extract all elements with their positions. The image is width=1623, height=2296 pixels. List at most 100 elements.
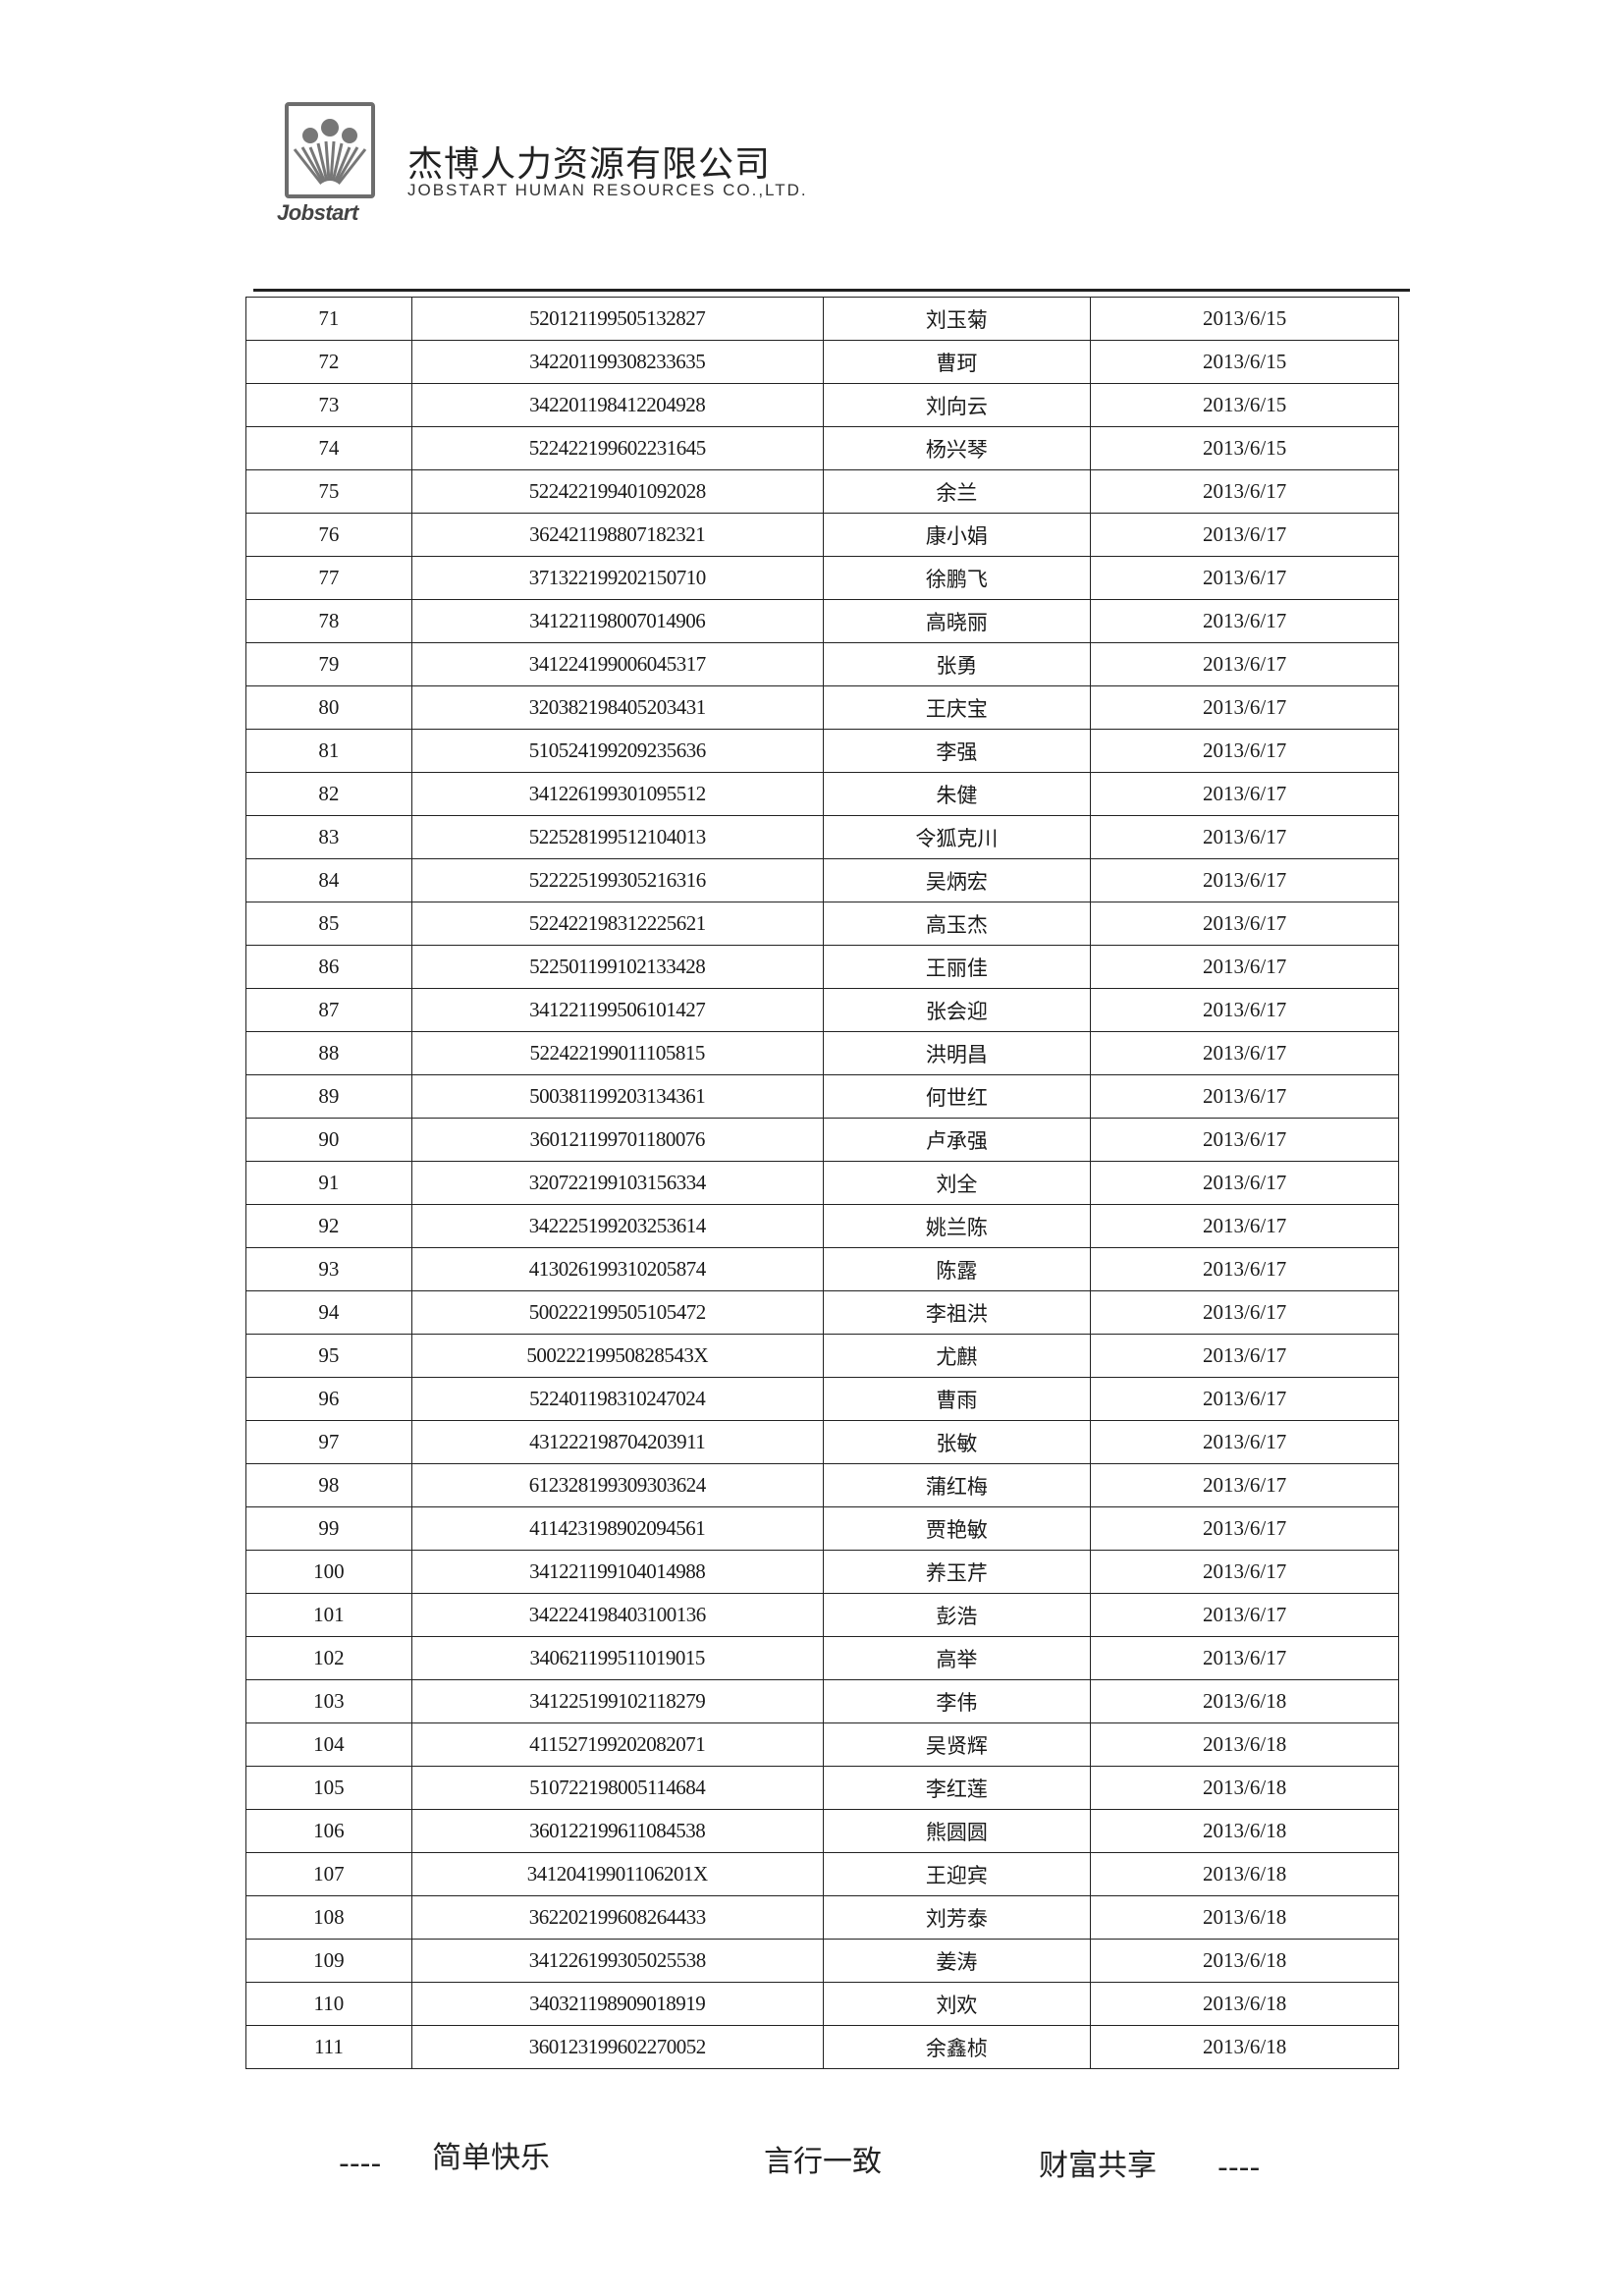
- id-number-cell: 341225199102118279: [410, 1679, 824, 1723]
- footer-dash-left: ----: [339, 2147, 382, 2181]
- table-row: 86 522501199102133428 王丽佳 2013/6/17: [245, 945, 1399, 989]
- row-number-cell: 91: [245, 1161, 412, 1205]
- date-cell: 2013/6/17: [1090, 1334, 1399, 1378]
- person-name-cell: 李强: [822, 729, 1092, 773]
- person-name-cell: 何世红: [822, 1074, 1092, 1119]
- person-name-cell: 康小娟: [822, 513, 1092, 557]
- row-number-cell: 72: [245, 340, 412, 384]
- row-number-cell: 104: [245, 1722, 412, 1767]
- row-number-cell: 89: [245, 1074, 412, 1119]
- date-cell: 2013/6/18: [1090, 2025, 1399, 2069]
- date-cell: 2013/6/15: [1090, 383, 1399, 427]
- date-cell: 2013/6/18: [1090, 1679, 1399, 1723]
- id-number-cell: 522422199602231645: [410, 426, 824, 470]
- date-cell: 2013/6/17: [1090, 1463, 1399, 1507]
- row-number-cell: 71: [245, 297, 412, 341]
- person-name-cell: 卢承强: [822, 1118, 1092, 1162]
- company-logo: Jobstart: [277, 102, 387, 226]
- table-row: 92 342225199203253614 姚兰陈 2013/6/17: [245, 1204, 1399, 1248]
- date-cell: 2013/6/17: [1090, 988, 1399, 1032]
- table-row: 76 362421198807182321 康小娟 2013/6/17: [245, 513, 1399, 557]
- date-cell: 2013/6/17: [1090, 1636, 1399, 1680]
- id-number-cell: 360122199611084538: [410, 1809, 824, 1853]
- row-number-cell: 94: [245, 1290, 412, 1335]
- id-number-cell: 411527199202082071: [410, 1722, 824, 1767]
- person-name-cell: 刘欢: [822, 1982, 1092, 2026]
- table-row: 71 520121199505132827 刘玉菊 2013/6/15: [245, 297, 1399, 341]
- table-row: 106 360122199611084538 熊圆圆 2013/6/18: [245, 1809, 1399, 1853]
- id-number-cell: 371322199202150710: [410, 556, 824, 600]
- person-name-cell: 李伟: [822, 1679, 1092, 1723]
- row-number-cell: 92: [245, 1204, 412, 1248]
- person-name-cell: 李红莲: [822, 1766, 1092, 1810]
- row-number-cell: 78: [245, 599, 412, 643]
- row-number-cell: 103: [245, 1679, 412, 1723]
- person-name-cell: 余兰: [822, 469, 1092, 514]
- date-cell: 2013/6/17: [1090, 1593, 1399, 1637]
- date-cell: 2013/6/17: [1090, 556, 1399, 600]
- person-name-cell: 曹雨: [822, 1377, 1092, 1421]
- id-number-cell: 341226199301095512: [410, 772, 824, 816]
- person-name-cell: 彭浩: [822, 1593, 1092, 1637]
- person-name-cell: 蒲红梅: [822, 1463, 1092, 1507]
- row-number-cell: 96: [245, 1377, 412, 1421]
- row-number-cell: 79: [245, 642, 412, 686]
- person-name-cell: 杨兴琴: [822, 426, 1092, 470]
- date-cell: 2013/6/18: [1090, 1809, 1399, 1853]
- id-number-cell: 360121199701180076: [410, 1118, 824, 1162]
- footer-motto-2: 言行一致: [764, 2145, 882, 2179]
- id-number-cell: 341221198007014906: [410, 599, 824, 643]
- row-number-cell: 99: [245, 1506, 412, 1551]
- id-number-cell: 522401198310247024: [410, 1377, 824, 1421]
- row-number-cell: 81: [245, 729, 412, 773]
- table-row: 99 411423198902094561 贾艳敏 2013/6/17: [245, 1506, 1399, 1551]
- date-cell: 2013/6/18: [1090, 1722, 1399, 1767]
- row-number-cell: 87: [245, 988, 412, 1032]
- date-cell: 2013/6/17: [1090, 1074, 1399, 1119]
- table-row: 109 341226199305025538 姜涛 2013/6/18: [245, 1939, 1399, 1983]
- date-cell: 2013/6/17: [1090, 815, 1399, 859]
- row-number-cell: 98: [245, 1463, 412, 1507]
- row-number-cell: 76: [245, 513, 412, 557]
- row-number-cell: 106: [245, 1809, 412, 1853]
- row-number-cell: 105: [245, 1766, 412, 1810]
- date-cell: 2013/6/18: [1090, 1766, 1399, 1810]
- person-name-cell: 李祖洪: [822, 1290, 1092, 1335]
- date-cell: 2013/6/17: [1090, 685, 1399, 730]
- date-cell: 2013/6/18: [1090, 1939, 1399, 1983]
- table-row: 98 612328199309303624 蒲红梅 2013/6/17: [245, 1463, 1399, 1507]
- date-cell: 2013/6/17: [1090, 1247, 1399, 1291]
- table-row: 77 371322199202150710 徐鹏飞 2013/6/17: [245, 556, 1399, 600]
- person-name-cell: 曹珂: [822, 340, 1092, 384]
- date-cell: 2013/6/17: [1090, 1161, 1399, 1205]
- id-number-cell: 341221199506101427: [410, 988, 824, 1032]
- id-number-cell: 413026199310205874: [410, 1247, 824, 1291]
- table-row: 94 500222199505105472 李祖洪 2013/6/17: [245, 1290, 1399, 1335]
- person-name-cell: 王迎宾: [822, 1852, 1092, 1896]
- date-cell: 2013/6/17: [1090, 772, 1399, 816]
- row-number-cell: 97: [245, 1420, 412, 1464]
- id-number-cell: 50022219950828543X: [410, 1334, 824, 1378]
- id-number-cell: 500381199203134361: [410, 1074, 824, 1119]
- table-row: 93 413026199310205874 陈露 2013/6/17: [245, 1247, 1399, 1291]
- date-cell: 2013/6/17: [1090, 858, 1399, 902]
- id-number-cell: 341224199006045317: [410, 642, 824, 686]
- date-cell: 2013/6/17: [1090, 513, 1399, 557]
- person-name-cell: 张敏: [822, 1420, 1092, 1464]
- id-number-cell: 342201199308233635: [410, 340, 824, 384]
- id-number-cell: 510524199209235636: [410, 729, 824, 773]
- person-name-cell: 王庆宝: [822, 685, 1092, 730]
- table-row: 111 360123199602270052 余鑫桢 2013/6/18: [245, 2025, 1399, 2069]
- footer-dash-right: ----: [1217, 2151, 1261, 2185]
- person-name-cell: 贾艳敏: [822, 1506, 1092, 1551]
- row-number-cell: 108: [245, 1895, 412, 1940]
- date-cell: 2013/6/17: [1090, 1550, 1399, 1594]
- date-cell: 2013/6/17: [1090, 642, 1399, 686]
- table-row: 110 340321198909018919 刘欢 2013/6/18: [245, 1982, 1399, 2026]
- company-name-cn: 杰博人力资源有限公司: [407, 144, 772, 185]
- employee-table: 71 520121199505132827 刘玉菊 2013/6/15 72 342201…: [245, 297, 1399, 2069]
- id-number-cell: 340321198909018919: [410, 1982, 824, 2026]
- table-row: 79 341224199006045317 张勇 2013/6/17: [245, 642, 1399, 686]
- row-number-cell: 88: [245, 1031, 412, 1075]
- person-name-cell: 姜涛: [822, 1939, 1092, 1983]
